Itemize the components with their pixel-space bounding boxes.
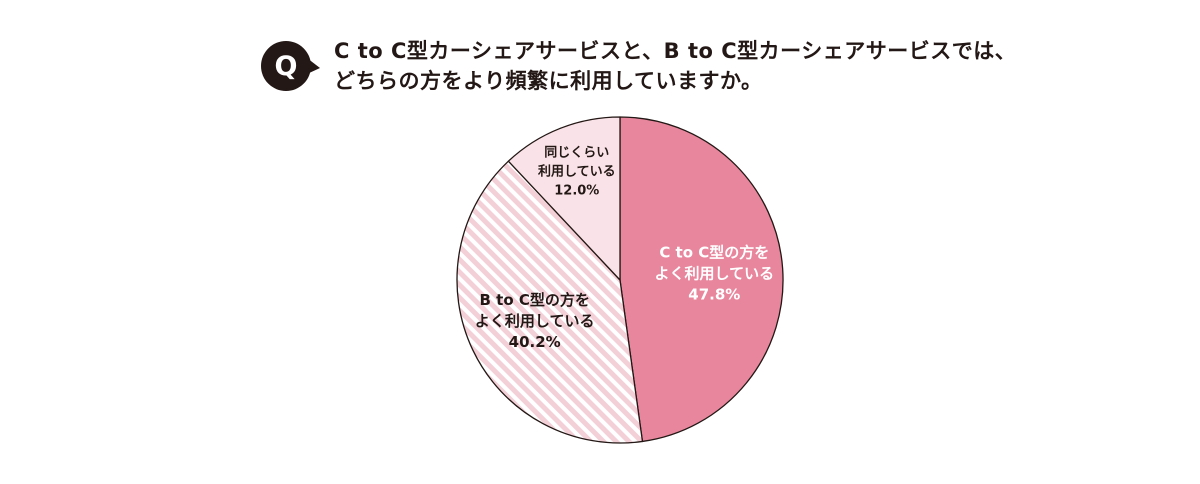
question-line-2: どちらの方をより頻繁に利用していますか。: [334, 69, 763, 93]
pie-slice-c-to-c: [619, 116, 784, 443]
question-text: C to C型カーシェアサービスと、B to C型カーシェアサービスでは、 どち…: [334, 36, 1134, 96]
pie-slice-same: [507, 116, 621, 281]
question-badge-icon: Q: [258, 38, 324, 94]
slice-label-c-to-c-line-2: よく利用している: [655, 265, 775, 283]
question-badge-letter: Q: [275, 51, 298, 82]
slice-value-c-to-c: 47.8%: [688, 286, 740, 304]
slice-value-b-to-c: 40.2%: [509, 333, 561, 351]
pie-slices: [456, 116, 784, 444]
slice-value-same: 12.0%: [554, 183, 599, 198]
question-line-1: C to C型カーシェアサービスと、B to C型カーシェアサービスでは、: [334, 39, 1017, 63]
pie-slice-b-to-c: [456, 160, 644, 444]
slice-label-b-to-c-line-2: よく利用している: [475, 312, 595, 330]
slice-label-b-to-c-line-1: B to C型の方を: [480, 291, 590, 309]
slice-label-c-to-c-line-1: C to C型の方を: [659, 244, 769, 262]
slice-label-same-line-1: 同じくらい: [544, 145, 609, 160]
slice-label-same-line-2: 利用している: [538, 163, 616, 179]
